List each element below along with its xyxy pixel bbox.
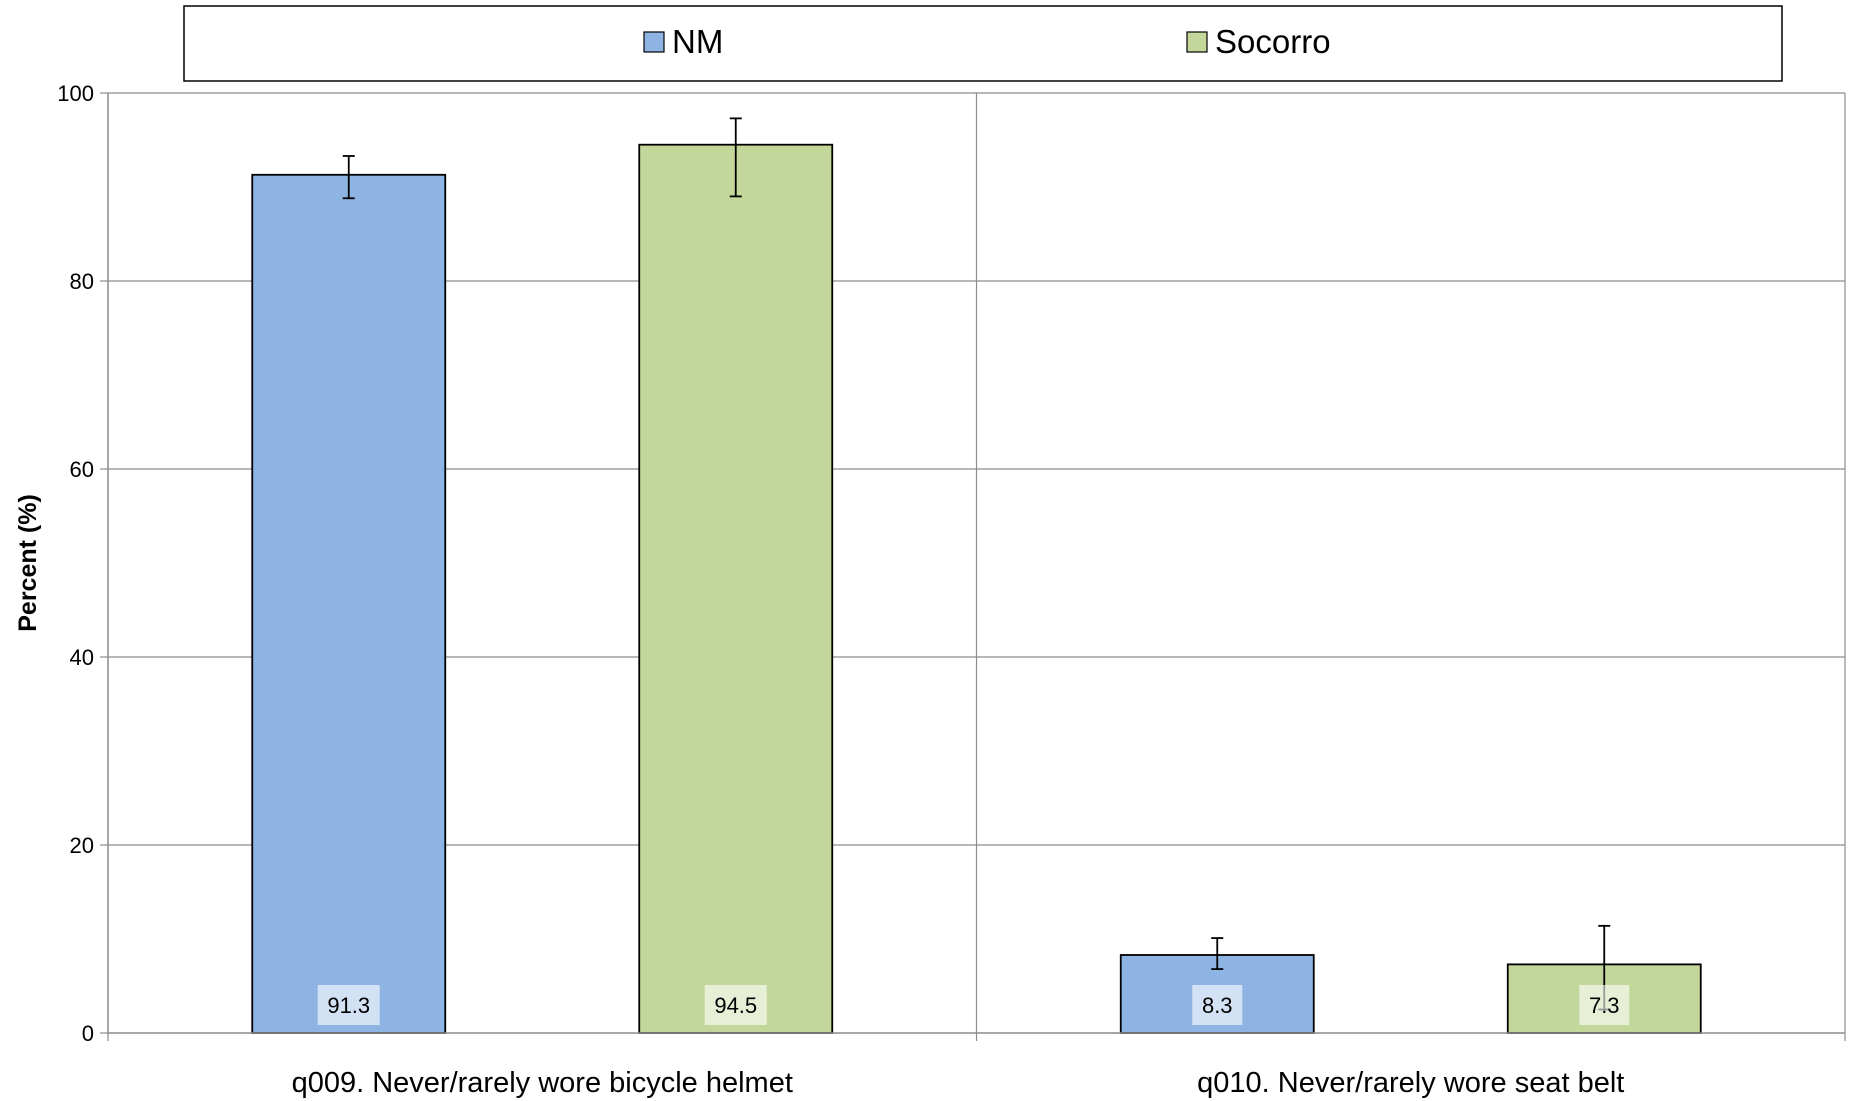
y-tick-label: 40 (70, 645, 94, 670)
data-label: 94.5 (714, 993, 757, 1018)
data-label-bg (704, 985, 767, 1025)
bar-socorro-1 (638, 143, 834, 1034)
data-label: 8.3 (1202, 993, 1233, 1018)
x-category-label: q010. Never/rarely wore seat belt (1197, 1067, 1624, 1099)
data-label-bg (1579, 985, 1630, 1025)
x-category-label: q009. Never/rarely wore bicycle helmet (292, 1067, 793, 1099)
y-tick-label: 80 (70, 269, 94, 294)
y-tick-label: 60 (70, 457, 94, 482)
data-label: 91.3 (327, 993, 370, 1018)
legend-label-socorro: Socorro (1215, 23, 1331, 60)
data-label-bg (317, 985, 380, 1025)
legend-label-nm: NM (672, 23, 723, 60)
error-bars (342, 117, 1611, 1011)
bar-nm-1 (251, 173, 447, 1034)
data-labels: 91.3 94.5 8.3 7.3 (317, 985, 1630, 1025)
y-tick-labels: 0 20 40 60 80 100 (57, 81, 94, 1046)
y-tick-label: 20 (70, 833, 94, 858)
legend: NM Socorro (183, 5, 1783, 82)
legend-swatch-socorro (1186, 31, 1208, 53)
y-tick-label: 100 (57, 81, 94, 106)
bars (251, 143, 1702, 1034)
data-label-bg (1192, 985, 1243, 1025)
y-tick-label: 0 (82, 1021, 94, 1046)
x-category-labels: q009. Never/rarely wore bicycle helmet q0… (292, 1067, 1625, 1099)
y-axis-label: Percent (%) (14, 494, 42, 632)
legend-box (183, 5, 1783, 82)
axes (100, 92, 1846, 1041)
data-label: 7.3 (1589, 993, 1620, 1018)
legend-swatch-nm (643, 31, 665, 53)
